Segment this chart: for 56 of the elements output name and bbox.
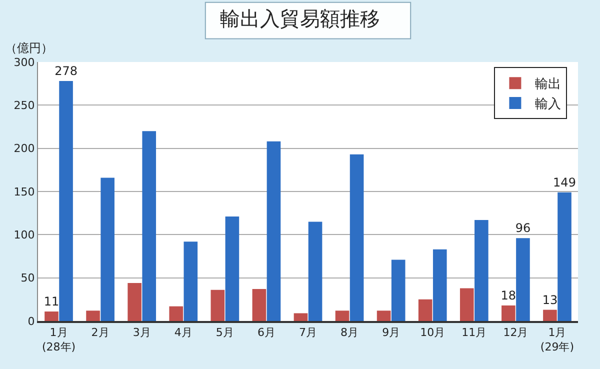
x-tick-label: 8月 [340,326,359,340]
chart-title: 輸出入貿易額推移 [220,6,380,30]
legend-label: 輸入 [535,97,562,112]
bar [128,283,142,321]
bar [376,310,391,321]
data-label: 11 [44,294,60,308]
x-tick-label: 6月 [257,326,276,340]
y-tick-label: 300 [14,56,35,69]
x-tick-label: 5月 [216,326,234,340]
bar [460,288,474,321]
data-label: 18 [500,288,516,302]
bar [391,260,406,321]
x-tick-label: 7月 [299,326,317,340]
y-axis-title: （億円） [5,41,53,55]
bar [252,289,266,321]
data-label: 96 [515,221,531,236]
bar [543,310,557,321]
x-tick-label: 1月 (28年) [42,326,76,354]
y-tick-label: 150 [14,185,35,198]
bar [44,312,58,321]
bar [308,222,322,321]
data-label: 149 [553,175,576,190]
y-tick-label: 0 [28,314,35,328]
bar [184,242,198,321]
bar [225,216,240,321]
legend-label: 輸出 [535,77,562,92]
bar [558,192,572,321]
bar [335,310,350,321]
bar [418,299,432,321]
y-tick-label: 100 [14,228,35,242]
y-tick-label: 50 [20,272,35,285]
data-label: 13 [542,292,558,307]
bar [210,290,225,321]
bar [294,313,308,321]
bar [266,141,281,321]
x-tick-label: 4月 [174,326,192,340]
x-tick-label: 12月 [503,326,528,340]
bar [100,178,114,321]
x-tick-label: 3月 [132,326,151,340]
bar [502,305,516,321]
x-tick-label: 10月 [420,326,446,340]
bar [169,306,184,321]
bar [350,154,364,321]
bar [59,80,73,321]
x-tick-label: 2月 [91,326,110,340]
bar [432,249,447,321]
bar [474,220,488,321]
bar [142,131,156,321]
y-tick-label: 200 [14,142,35,156]
bar [516,238,530,321]
data-label: 278 [54,64,78,78]
x-tick-label: 9月 [382,326,400,340]
y-tick-label: 250 [14,99,35,112]
x-tick-label: 1月 (29年) [540,326,574,354]
bar [86,310,100,321]
x-tick-label: 11月 [462,326,487,340]
